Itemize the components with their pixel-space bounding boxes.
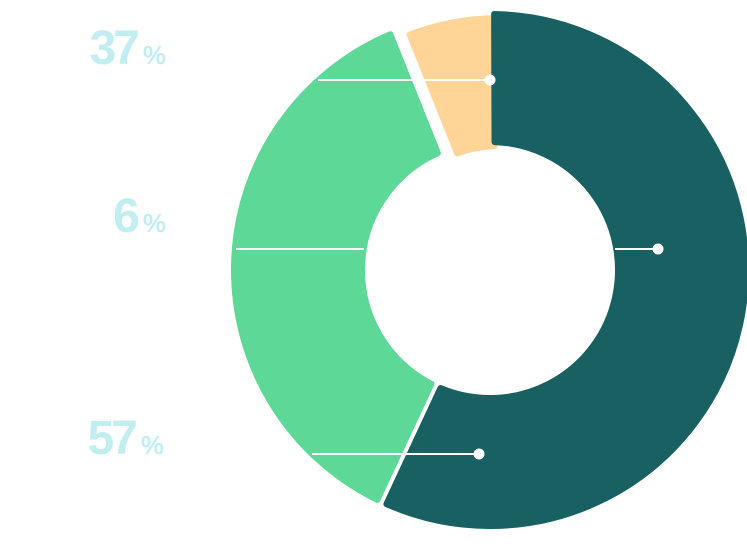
data-label-6: 6% <box>113 190 166 243</box>
slices-group <box>231 11 747 529</box>
slice-37 <box>231 31 441 503</box>
slice-57 <box>383 11 747 529</box>
leader-dot-57 <box>473 448 485 460</box>
labels-group: 37 % 6 % 57% <box>87 22 166 465</box>
leader-dot-37 <box>484 74 496 86</box>
leaders-group <box>236 74 664 460</box>
data-label-37: 37% <box>89 22 166 75</box>
data-label-57: 57% <box>87 412 164 465</box>
leader-dot-6 <box>652 243 664 255</box>
